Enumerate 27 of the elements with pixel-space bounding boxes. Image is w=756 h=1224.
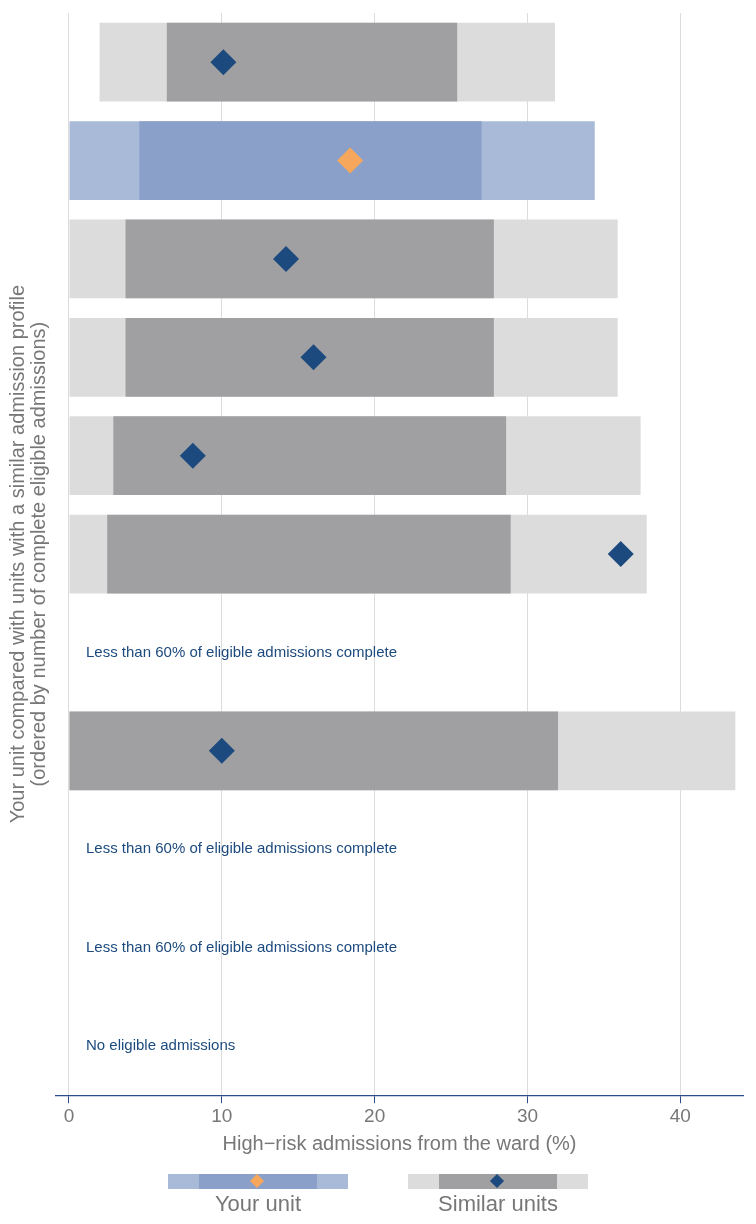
legend-label: Your unit: [214, 1191, 302, 1217]
x-tick-label: 30: [516, 1104, 539, 1126]
point: [210, 49, 237, 76]
point: [179, 442, 206, 469]
x-tick-label: 40: [669, 1104, 691, 1126]
bar: [125, 317, 494, 397]
annotation: Less than 60% of eligible admissions complete: [86, 937, 398, 955]
point: [300, 344, 327, 371]
bar: [125, 219, 494, 299]
point: [337, 147, 364, 174]
annotation: Less than 60% of eligible admissions complete: [86, 642, 398, 660]
bar: [107, 514, 511, 594]
point: [208, 737, 235, 764]
x-tick-label: 20: [364, 1104, 386, 1126]
point: [273, 245, 300, 272]
x-tick-label: 10: [211, 1104, 233, 1126]
point: [607, 541, 634, 568]
x-axis-title: High−risk admissions from the ward (%): [222, 1131, 577, 1154]
bar: [166, 22, 458, 102]
bar: [113, 416, 507, 496]
annotation: Less than 60% of eligible admissions complete: [86, 839, 398, 857]
y-axis-title: Your unit compared with units with a similar admission profile (ordered by number of complete eligible admissions): [6, 284, 50, 824]
bar: [139, 121, 482, 200]
x-tick-label: 0: [63, 1104, 75, 1126]
bar: [69, 711, 559, 791]
legend-label: Similar units: [438, 1191, 558, 1217]
annotation: No eligible admissions: [86, 1036, 236, 1054]
